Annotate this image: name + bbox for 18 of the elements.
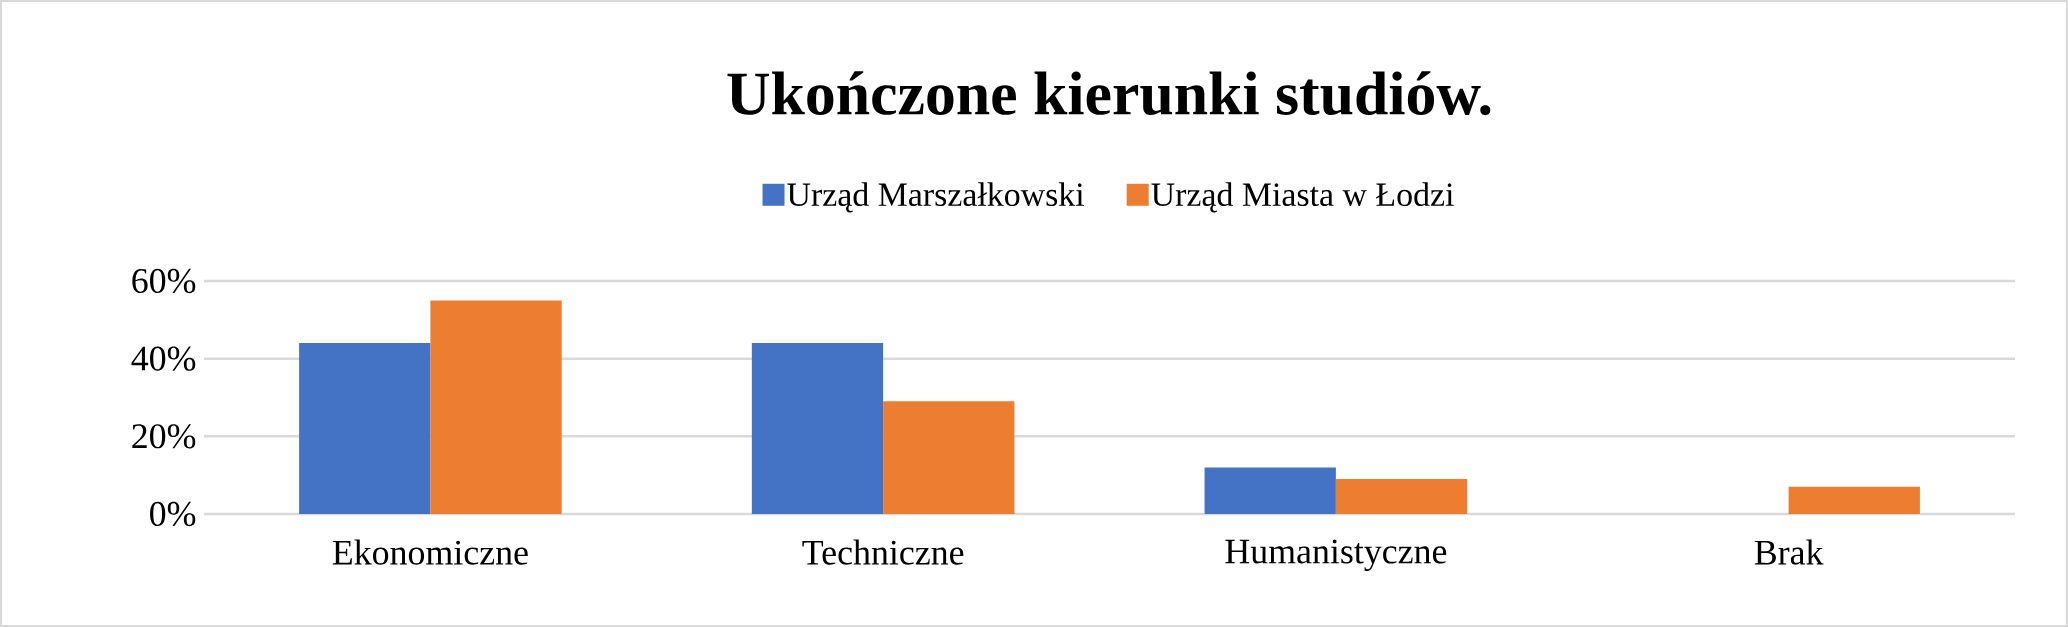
x-tick-label: Brak	[1754, 539, 1824, 565]
chart-title: Ukończone kierunki studiów.	[727, 71, 1491, 116]
y-tick-label: 40%	[131, 346, 196, 371]
y-tick-label: 60%	[132, 268, 196, 294]
bar	[1335, 479, 1468, 514]
legend-label: Urząd Marszałkowski	[787, 182, 1085, 213]
bar	[1788, 486, 1920, 514]
x-tick-label: Techniczne	[802, 539, 964, 565]
bar	[751, 343, 884, 514]
bar	[1204, 467, 1336, 514]
x-tick-label: Ekonomiczne	[332, 539, 528, 565]
bar	[430, 300, 562, 514]
y-tick-label: 20%	[132, 424, 196, 449]
bar	[299, 343, 431, 514]
y-tick-label: 0%	[150, 501, 196, 527]
legend-label: Urząd Miasta w Łodzi	[1151, 182, 1454, 213]
x-tick-label: Humanistyczne	[1225, 539, 1447, 571]
bar	[883, 401, 1015, 514]
